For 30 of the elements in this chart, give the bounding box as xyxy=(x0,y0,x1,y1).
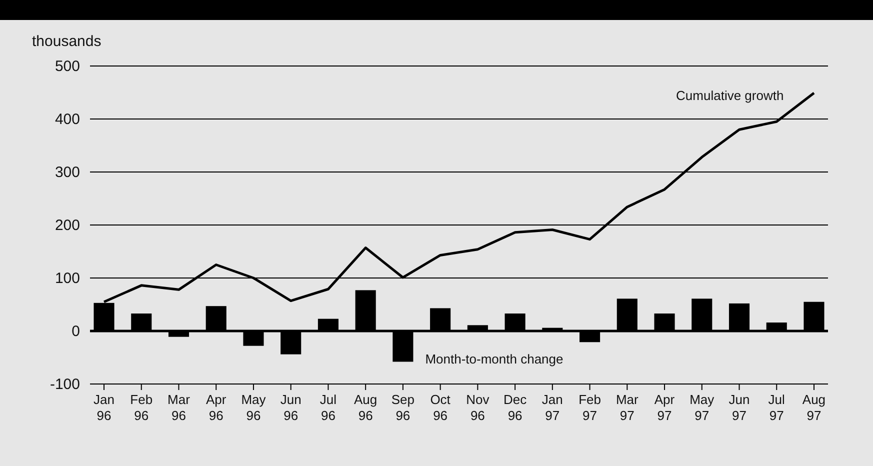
x-tick-label: Oct 96 xyxy=(430,392,451,423)
x-tick-label: Jan 97 xyxy=(542,392,563,423)
x-tick-label: Jun 97 xyxy=(728,392,750,423)
x-tick-label: Nov 96 xyxy=(466,392,490,423)
x-tick-label: Jun 96 xyxy=(280,392,302,423)
y-tick-label: -100 xyxy=(50,376,80,393)
x-tick-label: Mar 97 xyxy=(616,392,640,423)
series-label: Cumulative growth xyxy=(676,88,784,104)
y-tick-label: 200 xyxy=(54,217,80,234)
y-tick-label: 100 xyxy=(54,270,80,287)
x-tick-label: Jul 97 xyxy=(768,392,786,423)
x-tick-label: Apr 97 xyxy=(654,392,676,423)
x-tick-label: Sep 96 xyxy=(391,392,415,423)
x-tick-label: Feb 97 xyxy=(578,392,601,423)
x-tick-label: Jul 96 xyxy=(320,392,337,423)
x-tick-label: Aug 96 xyxy=(354,392,378,423)
x-tick-label: May 96 xyxy=(241,392,266,423)
x-tick-label: Dec 96 xyxy=(503,392,528,423)
y-tick-label: 0 xyxy=(72,323,80,340)
x-tick-label: Apr 96 xyxy=(206,392,227,423)
y-tick-label: 500 xyxy=(54,58,80,75)
x-tick-label: Jan 96 xyxy=(94,392,114,423)
x-tick-label: Feb 96 xyxy=(130,392,153,423)
x-tick-label: Aug 97 xyxy=(802,392,826,423)
series-label: Month-to-month change xyxy=(425,352,564,367)
x-tick-label: May 97 xyxy=(690,392,715,423)
y-tick-label: 400 xyxy=(54,111,80,128)
y-axis-title: thousands xyxy=(32,33,102,50)
x-tick-label: Mar 96 xyxy=(168,392,191,423)
y-tick-label: 300 xyxy=(54,164,80,181)
